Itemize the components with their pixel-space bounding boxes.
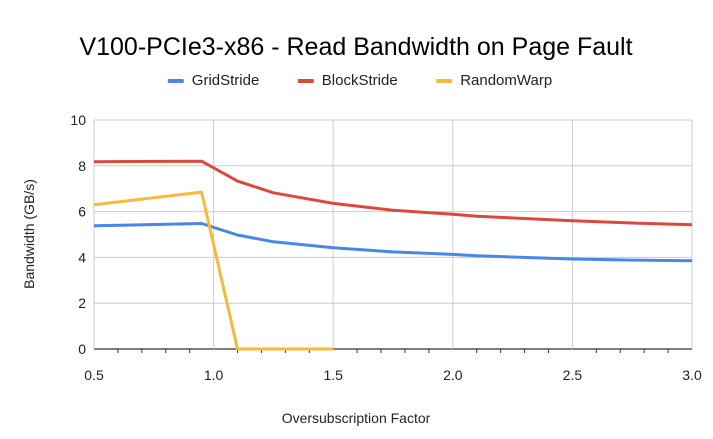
legend-label-randomwarp: RandomWarp [460, 72, 552, 89]
y-tick-label: 8 [78, 158, 86, 174]
legend-swatch-blockstride [297, 79, 314, 83]
x-axis-label: Oversubscription Factor [282, 410, 431, 426]
legend-swatch-randomwarp [436, 79, 453, 83]
gridlines [93, 119, 693, 350]
series-line-blockstride [93, 159, 693, 227]
legend-label-gridstride: GridStride [192, 72, 260, 89]
y-tick-label: 2 [78, 295, 86, 311]
x-tick-label: 1.5 [323, 367, 343, 383]
y-tick-label: 6 [78, 204, 86, 220]
series-lines [93, 159, 693, 351]
legend-swatch-gridstride [167, 79, 184, 83]
y-tick-label: 4 [78, 249, 86, 265]
y-tick-label: 10 [70, 112, 86, 128]
x-tick-label: 1.0 [204, 367, 224, 383]
x-axis-ticks: 0.5 1.0 1.5 2.0 2.5 3.0 [84, 349, 702, 383]
legend: GridStride BlockStride RandomWarp [167, 72, 552, 89]
y-tick-label: 0 [78, 341, 86, 357]
x-tick-label: 2.5 [563, 367, 583, 383]
series-line-randomwarp [93, 190, 334, 351]
legend-label-blockstride: BlockStride [322, 72, 398, 89]
chart-title: V100-PCIe3-x86 - Read Bandwidth on Page … [79, 33, 632, 61]
y-axis-label: Bandwidth (GB/s) [21, 179, 37, 289]
x-tick-label: 0.5 [84, 367, 104, 383]
x-tick-label: 3.0 [682, 367, 702, 383]
x-tick-label: 2.0 [443, 367, 463, 383]
series-line-gridstride [93, 222, 693, 263]
y-axis-ticks: 0 2 4 6 8 10 [70, 112, 86, 357]
